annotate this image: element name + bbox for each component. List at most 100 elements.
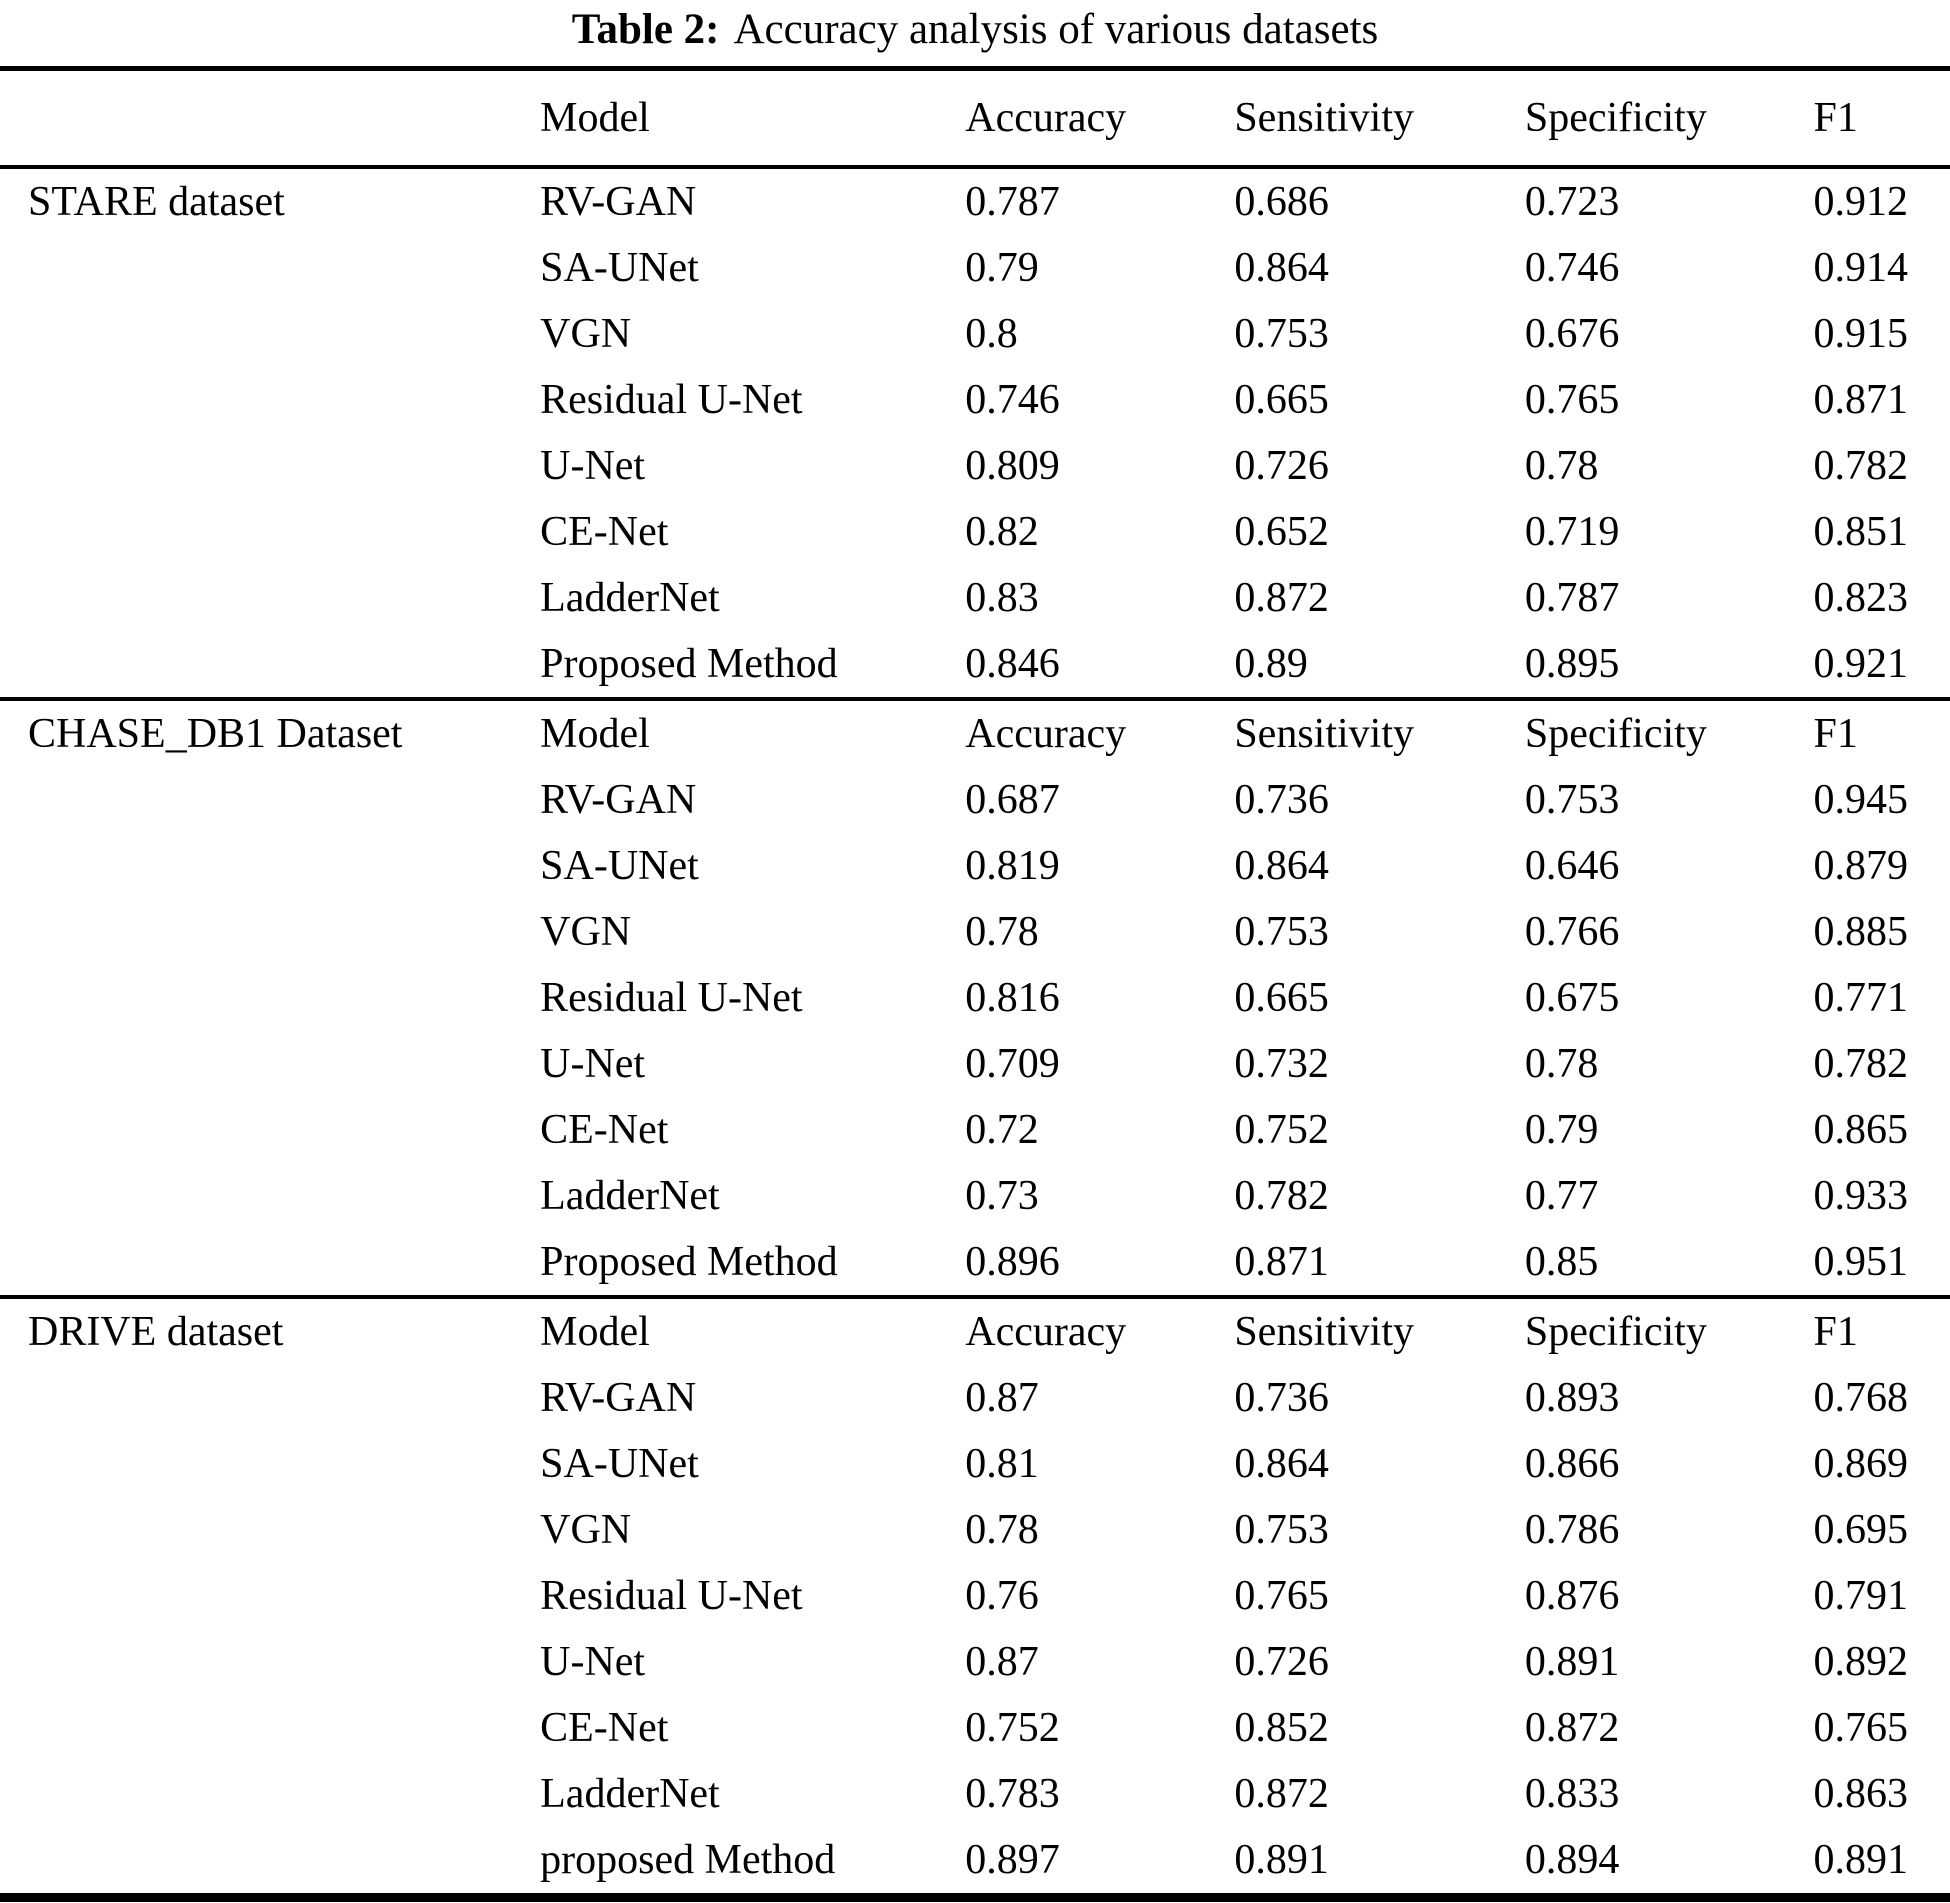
sensitivity-cell: 0.864	[1234, 843, 1329, 889]
model-cell: RV-GAN	[540, 179, 697, 225]
table-row: SA-UNet 0.79 0.864 0.746 0.914	[0, 235, 1950, 301]
model-cell: proposed Method	[540, 1837, 836, 1883]
f1-cell: 0.791	[1813, 1573, 1908, 1619]
sensitivity-cell: 0.726	[1234, 443, 1329, 489]
sensitivity-cell: 0.665	[1234, 377, 1329, 423]
f1-cell: 0.921	[1813, 641, 1908, 687]
table-caption-text: Accuracy analysis of various datasets	[733, 6, 1379, 53]
accuracy-cell: 0.78	[965, 1507, 1039, 1553]
accuracy-cell: 0.846	[965, 641, 1060, 687]
specificity-cell: 0.675	[1524, 975, 1620, 1021]
accuracy-cell: 0.76	[965, 1573, 1039, 1619]
f1-cell: 0.879	[1813, 843, 1908, 889]
column-header-accuracy: Accuracy	[965, 711, 1127, 757]
table-row: LadderNet 0.783 0.872 0.833 0.863	[0, 1761, 1950, 1827]
table-row: VGN 0.8 0.753 0.676 0.915	[0, 301, 1950, 367]
model-cell: CE-Net	[540, 1705, 669, 1751]
table-row: VGN 0.78 0.753 0.766 0.885	[0, 899, 1950, 965]
accuracy-cell: 0.78	[965, 909, 1039, 955]
table-row: RV-GAN 0.87 0.736 0.893 0.768	[0, 1365, 1950, 1431]
f1-cell: 0.933	[1813, 1173, 1908, 1219]
sensitivity-cell: 0.753	[1234, 909, 1329, 955]
accuracy-cell: 0.87	[965, 1639, 1039, 1685]
sensitivity-cell: 0.665	[1234, 975, 1329, 1021]
specificity-cell: 0.766	[1524, 909, 1620, 955]
specificity-cell: 0.894	[1524, 1837, 1620, 1883]
specificity-cell: 0.866	[1524, 1441, 1620, 1487]
table-row: Residual U-Net 0.746 0.665 0.765 0.871	[0, 367, 1950, 433]
table-caption-label: Table 2:	[571, 6, 720, 53]
model-cell: RV-GAN	[540, 777, 697, 823]
accuracy-cell: 0.816	[965, 975, 1060, 1021]
model-cell: U-Net	[540, 443, 646, 489]
accuracy-cell: 0.746	[965, 377, 1060, 423]
accuracy-cell: 0.72	[965, 1107, 1039, 1153]
specificity-cell: 0.85	[1524, 1239, 1599, 1285]
header-row: DRIVE dataset Model Accuracy Sensitivity Spe…	[0, 1299, 1950, 1365]
f1-cell: 0.771	[1813, 975, 1908, 1021]
accuracy-cell: 0.83	[965, 575, 1039, 621]
f1-cell: 0.885	[1813, 909, 1908, 955]
dataset-section: DRIVE dataset Model Accuracy Sensitivity Spe…	[0, 1295, 1950, 1893]
sensitivity-cell: 0.652	[1234, 509, 1329, 555]
sensitivity-cell: 0.864	[1234, 1441, 1329, 1487]
accuracy-cell: 0.87	[965, 1375, 1039, 1421]
table-row: CE-Net 0.752 0.852 0.872 0.765	[0, 1695, 1950, 1761]
accuracy-cell: 0.783	[965, 1771, 1060, 1817]
specificity-cell: 0.77	[1524, 1173, 1599, 1219]
sensitivity-cell: 0.872	[1234, 575, 1329, 621]
accuracy-cell: 0.73	[965, 1173, 1039, 1219]
table-row: LadderNet 0.73 0.782 0.77 0.933	[0, 1163, 1950, 1229]
header-row: Model Accuracy Sensitivity Specificity F1	[0, 71, 1950, 165]
model-cell: U-Net	[540, 1639, 646, 1685]
accuracy-cell: 0.687	[965, 777, 1060, 823]
specificity-cell: 0.746	[1524, 245, 1620, 291]
table-row: Residual U-Net 0.76 0.765 0.876 0.791	[0, 1563, 1950, 1629]
table-row: proposed Method 0.897 0.891 0.894 0.891	[0, 1827, 1950, 1893]
table-row: SA-UNet 0.81 0.864 0.866 0.869	[0, 1431, 1950, 1497]
column-header-accuracy: Accuracy	[965, 95, 1127, 141]
specificity-cell: 0.676	[1524, 311, 1620, 357]
f1-cell: 0.695	[1813, 1507, 1908, 1553]
accuracy-cell: 0.82	[965, 509, 1039, 555]
specificity-cell: 0.719	[1524, 509, 1620, 555]
sensitivity-cell: 0.753	[1234, 1507, 1329, 1553]
f1-cell: 0.891	[1813, 1837, 1908, 1883]
specificity-cell: 0.876	[1524, 1573, 1620, 1619]
f1-cell: 0.851	[1813, 509, 1908, 555]
f1-cell: 0.915	[1813, 311, 1908, 357]
column-header-specificity: Specificity	[1524, 711, 1707, 757]
accuracy-cell: 0.752	[965, 1705, 1060, 1751]
table-row: Proposed Method 0.896 0.871 0.85 0.951	[0, 1229, 1950, 1295]
f1-cell: 0.823	[1813, 575, 1908, 621]
sensitivity-cell: 0.736	[1234, 1375, 1329, 1421]
table-row: Residual U-Net 0.816 0.665 0.675 0.771	[0, 965, 1950, 1031]
specificity-cell: 0.833	[1524, 1771, 1620, 1817]
sensitivity-cell: 0.752	[1234, 1107, 1329, 1153]
f1-cell: 0.951	[1813, 1239, 1908, 1285]
accuracy-cell: 0.8	[965, 311, 1018, 357]
dataset-label: DRIVE dataset	[28, 1309, 284, 1355]
column-header-f1: F1	[1813, 711, 1858, 757]
specificity-cell: 0.723	[1524, 179, 1620, 225]
specificity-cell: 0.78	[1524, 443, 1599, 489]
table-row: Proposed Method 0.846 0.89 0.895 0.921	[0, 631, 1950, 697]
accuracy-table: Model Accuracy Sensitivity Specificity F1 STA…	[0, 66, 1950, 1902]
table-row: U-Net 0.809 0.726 0.78 0.782	[0, 433, 1950, 499]
sensitivity-cell: 0.782	[1234, 1173, 1329, 1219]
model-cell: Residual U-Net	[540, 377, 803, 423]
column-header-specificity: Specificity	[1524, 1309, 1707, 1355]
specificity-cell: 0.79	[1524, 1107, 1599, 1153]
accuracy-cell: 0.787	[965, 179, 1060, 225]
model-cell: Proposed Method	[540, 641, 838, 687]
model-cell: VGN	[540, 1507, 632, 1553]
specificity-cell: 0.765	[1524, 377, 1620, 423]
f1-cell: 0.863	[1813, 1771, 1908, 1817]
specificity-cell: 0.893	[1524, 1375, 1620, 1421]
accuracy-cell: 0.819	[965, 843, 1060, 889]
column-header-model: Model	[540, 95, 650, 141]
table-row: U-Net 0.87 0.726 0.891 0.892	[0, 1629, 1950, 1695]
table-row: CE-Net 0.82 0.652 0.719 0.851	[0, 499, 1950, 565]
sensitivity-cell: 0.726	[1234, 1639, 1329, 1685]
f1-cell: 0.765	[1813, 1705, 1908, 1751]
